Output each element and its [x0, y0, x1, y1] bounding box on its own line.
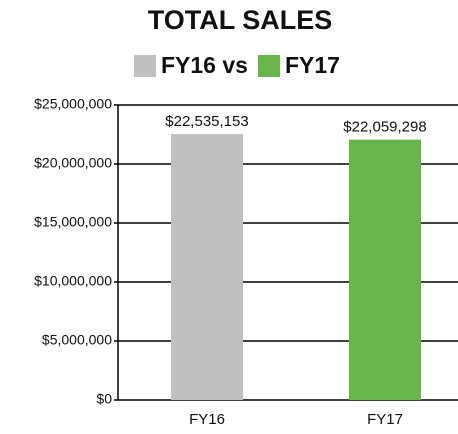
y-tick-label: $20,000,000 — [34, 155, 112, 171]
y-tick-label: $5,000,000 — [42, 332, 112, 348]
legend-label: FY17 — [285, 52, 340, 78]
value-label: $22,059,298 — [343, 119, 426, 136]
x-tick-label: FY16 — [189, 411, 225, 428]
chart-title: TOTAL SALES — [148, 5, 333, 35]
y-tick-label: $10,000,000 — [34, 273, 112, 289]
bar — [171, 134, 243, 400]
x-tick-label: FY17 — [367, 411, 403, 428]
legend-swatch — [134, 55, 156, 77]
legend-swatch — [258, 55, 280, 77]
y-tick-label: $25,000,000 — [34, 96, 112, 112]
y-tick-label: $0 — [96, 391, 112, 407]
legend-label: FY16 vs — [161, 52, 248, 78]
value-label: $22,535,153 — [165, 113, 248, 130]
y-tick-label: $15,000,000 — [34, 214, 112, 230]
bar — [349, 139, 421, 400]
